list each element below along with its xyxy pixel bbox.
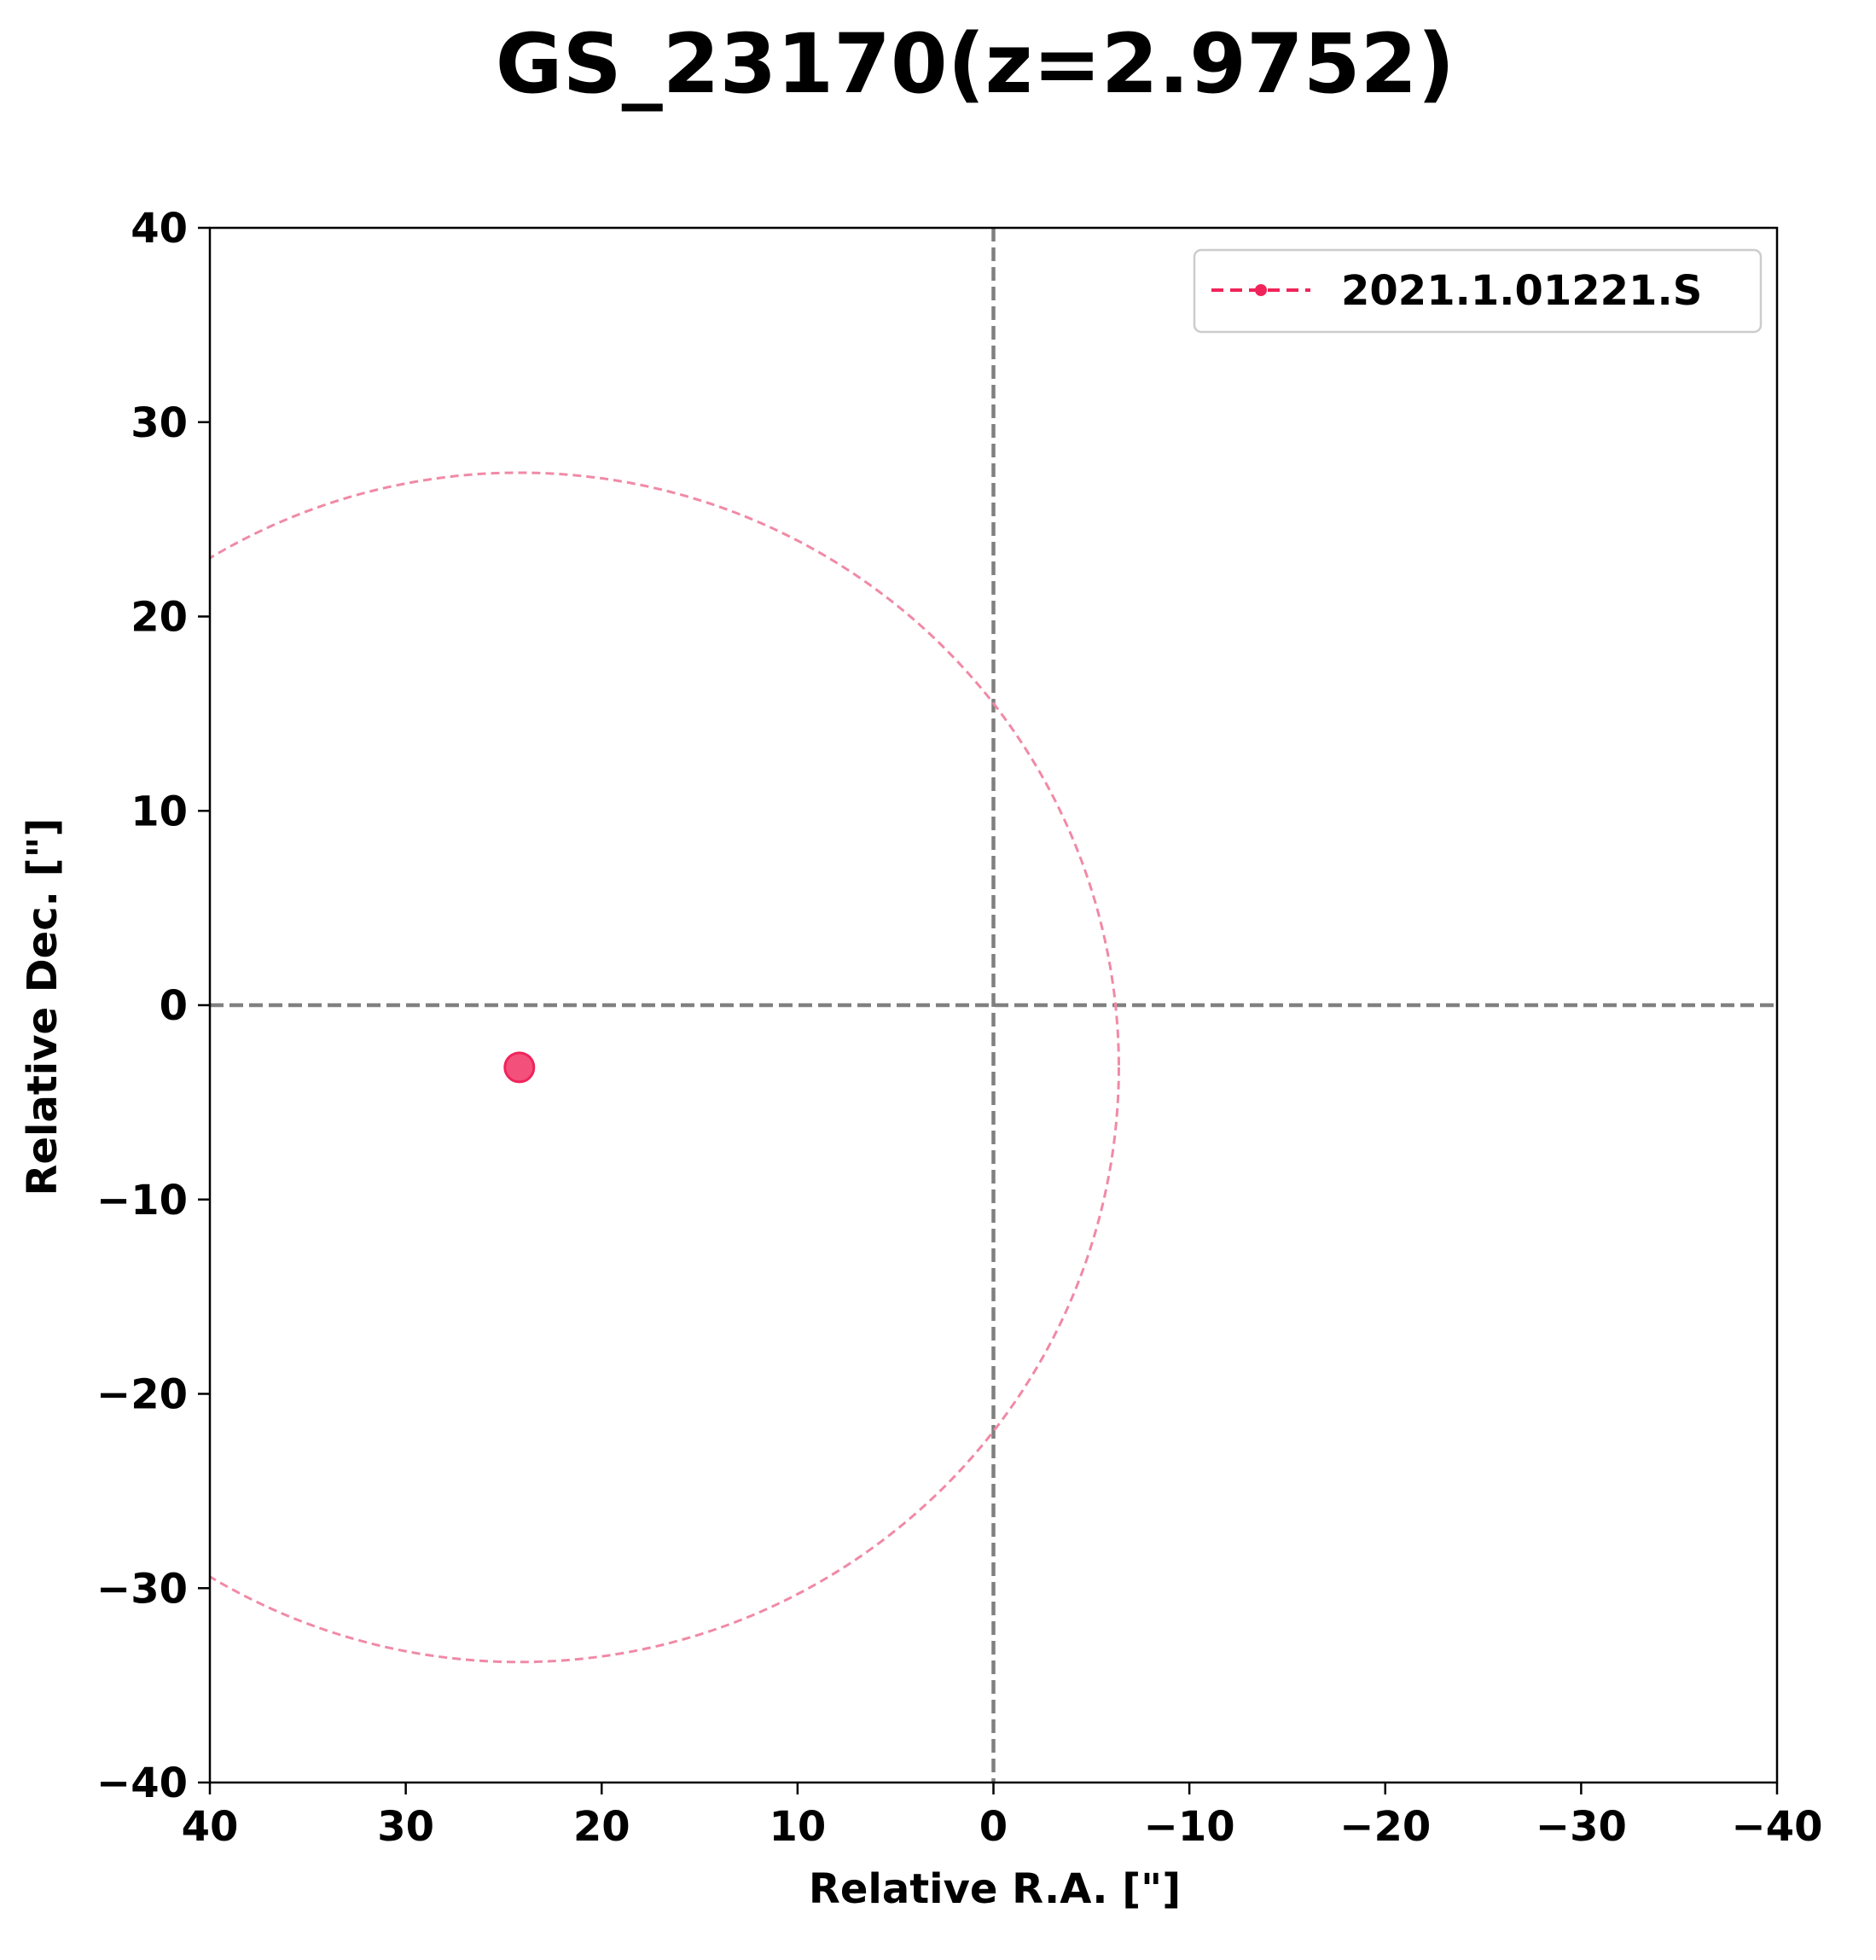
- x-tick-label: 30: [377, 1803, 434, 1851]
- x-tick-label: 40: [182, 1803, 239, 1851]
- x-tick-label: −10: [1144, 1803, 1235, 1851]
- chart-title: GS_23170(z=2.9752): [496, 16, 1455, 112]
- y-tick-label: −40: [96, 1759, 188, 1807]
- legend-box: [1193, 248, 1763, 334]
- legend-point-marker: [1255, 284, 1267, 296]
- y-tick-label: −30: [96, 1565, 188, 1613]
- legend-entry-label: 2021.1.01221.S: [1341, 267, 1702, 315]
- y-tick-label: 30: [131, 399, 188, 447]
- reference-lines: [210, 228, 1777, 1783]
- y-tick-label: 10: [131, 788, 188, 835]
- y-tick-label: 40: [131, 205, 188, 253]
- y-tick-label: 20: [131, 594, 188, 642]
- x-axis-ticks: 40 30 20 10 0 −10 −20 −30 −40: [182, 1783, 1823, 1851]
- data-point-0-0: [503, 1051, 536, 1084]
- beam-circle-0: [210, 471, 1120, 1664]
- x-tick-label: −20: [1339, 1803, 1431, 1851]
- x-tick-label: 20: [573, 1803, 630, 1851]
- y-tick-label: −20: [96, 1371, 188, 1419]
- legend: 2021.1.01221.S: [1193, 248, 1763, 334]
- x-tick-label: 0: [979, 1803, 1008, 1851]
- x-tick-label: 10: [769, 1803, 826, 1851]
- y-axis-label: Relative Dec. ["]: [19, 818, 67, 1196]
- y-tick-label: 0: [160, 982, 188, 1030]
- x-axis-label: Relative R.A. ["]: [809, 1865, 1181, 1913]
- x-tick-label: −30: [1536, 1803, 1627, 1851]
- data-points: [503, 1051, 536, 1084]
- beam-circles: [210, 471, 1120, 1664]
- x-tick-label: −40: [1731, 1803, 1822, 1851]
- y-axis-ticks: 40 30 20 10 0 −10 −20 −30 −40: [96, 205, 210, 1807]
- plot-area: [208, 226, 1779, 1784]
- y-tick-label: −10: [96, 1177, 188, 1224]
